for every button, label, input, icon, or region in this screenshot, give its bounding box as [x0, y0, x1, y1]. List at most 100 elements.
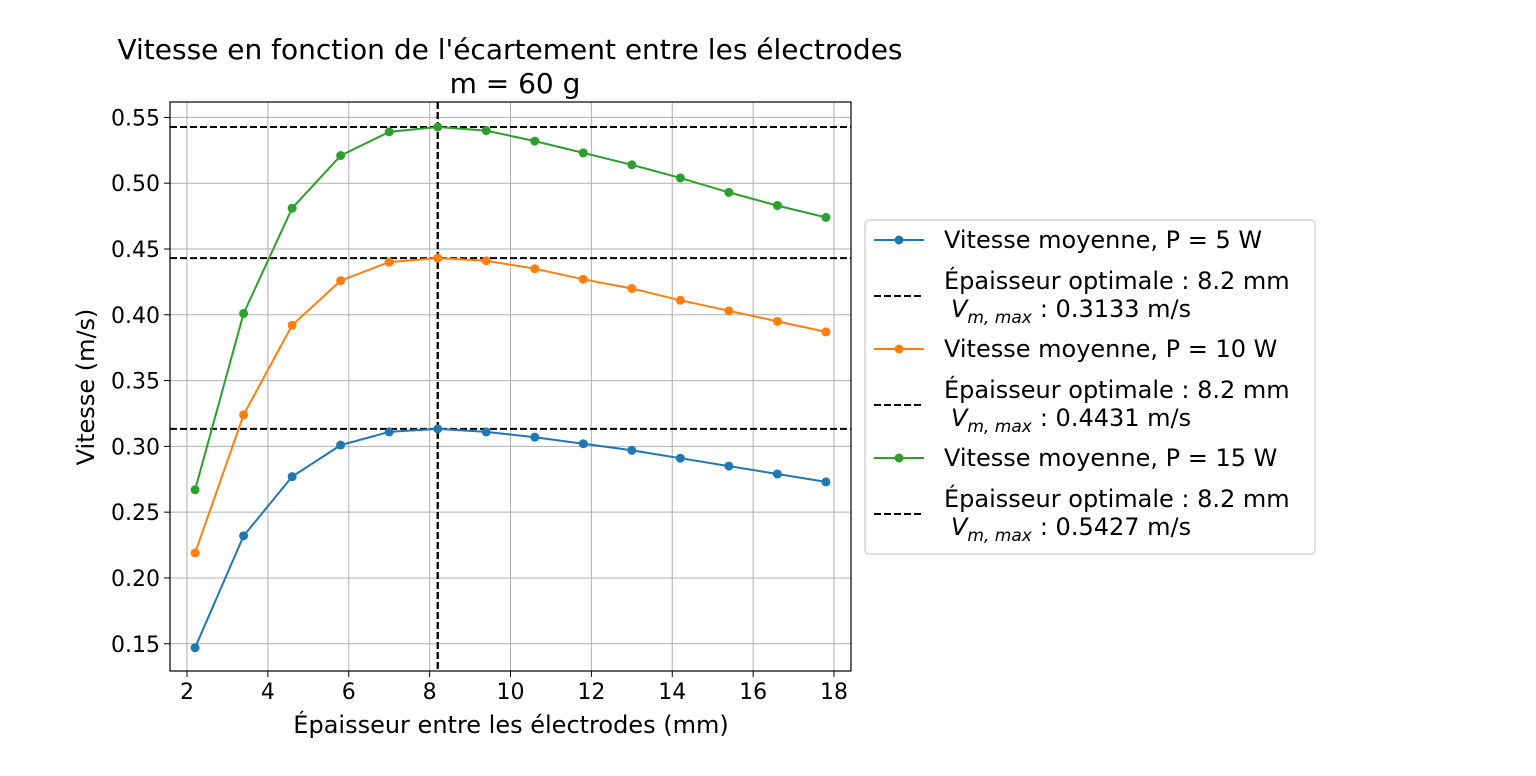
series-line: [194, 125, 827, 491]
data-point: [627, 445, 637, 455]
series-group: [190, 122, 831, 653]
legend-optimum-number: : 0.5427 m/s: [1040, 513, 1191, 541]
data-point: [190, 548, 200, 558]
x-tick-label: 4: [261, 680, 275, 705]
data-point: [190, 485, 200, 495]
data-point: [384, 427, 394, 437]
x-tick-label: 10: [497, 680, 525, 705]
y-tick-label: 0.20: [111, 567, 160, 592]
series: [190, 253, 831, 558]
series: [190, 122, 831, 495]
data-point: [384, 257, 394, 267]
data-point: [384, 127, 394, 137]
y-tick-label: 0.35: [111, 370, 160, 395]
data-point: [287, 472, 297, 482]
legend-optimum-number: : 0.3133 m/s: [1040, 295, 1191, 323]
data-point: [821, 327, 831, 337]
chart-title: Vitesse en fonction de l'écartement entr…: [117, 33, 902, 100]
data-point: [530, 264, 540, 274]
y-axis-label: Vitesse (m/s): [72, 309, 100, 466]
data-point: [433, 122, 443, 132]
data-point: [627, 283, 637, 293]
data-point: [578, 439, 588, 449]
y-tick-label: 0.55: [111, 106, 160, 131]
data-point: [772, 201, 782, 211]
data-point: [433, 253, 443, 263]
optimum-lines: [170, 102, 851, 671]
data-point: [772, 316, 782, 326]
series-line: [194, 257, 827, 554]
y-tick-label: 0.50: [111, 172, 160, 197]
x-tick-label: 2: [180, 680, 194, 705]
legend-optimum-value: Vm, max : 0.3133 m/s: [951, 295, 1191, 328]
legend-symbol-subscript: m, max: [967, 308, 1032, 328]
legend-symbol: V: [951, 404, 969, 432]
data-point: [772, 469, 782, 479]
y-tick-label: 0.25: [111, 501, 160, 526]
data-point: [336, 440, 346, 450]
data-point: [336, 276, 346, 286]
data-point: [287, 320, 297, 330]
legend-optimum-value: Vm, max : 0.5427 m/s: [951, 513, 1191, 546]
legend-optimum-number: : 0.4431 m/s: [1040, 404, 1191, 432]
data-point: [336, 151, 346, 161]
legend: Vitesse moyenne, P = 5 W Épaisseur optima…: [864, 219, 1316, 555]
data-point: [821, 212, 831, 222]
data-point: [481, 126, 491, 136]
data-point: [530, 432, 540, 442]
legend-optimum-value: Vm, max : 0.4431 m/s: [951, 404, 1191, 437]
legend-symbol-subscript: m, max: [967, 417, 1032, 437]
legend-label: Vitesse moyenne, P = 15 W: [944, 444, 1277, 472]
legend-symbol: V: [951, 295, 969, 323]
data-point: [239, 308, 249, 318]
y-tick-label: 0.45: [111, 238, 160, 263]
legend-optimum-label: Épaisseur optimale : 8.2 mm: [944, 484, 1290, 513]
data-point: [530, 136, 540, 146]
data-point: [287, 203, 297, 213]
data-point: [239, 410, 249, 420]
legend-label: Vitesse moyenne, P = 5 W: [944, 226, 1262, 254]
series: [190, 424, 831, 653]
legend-marker: [894, 453, 904, 463]
data-point: [481, 427, 491, 437]
legend-optimum-label: Épaisseur optimale : 8.2 mm: [944, 266, 1290, 295]
data-point: [675, 295, 685, 305]
grid-lines: [170, 102, 851, 671]
data-point: [190, 643, 200, 653]
y-tick-label: 0.15: [111, 633, 160, 658]
legend-symbol-subscript: m, max: [967, 526, 1032, 546]
chart-title-line1: Vitesse en fonction de l'écartement entr…: [117, 33, 902, 66]
data-point: [821, 477, 831, 487]
data-point: [578, 274, 588, 284]
y-tick-label: 0.40: [111, 304, 160, 329]
data-point: [675, 173, 685, 183]
x-tick-label: 12: [577, 680, 605, 705]
data-point: [675, 453, 685, 463]
data-point: [239, 531, 249, 541]
legend-symbol: V: [951, 513, 969, 541]
x-tick-label: 8: [423, 680, 437, 705]
legend-box: [864, 219, 1316, 555]
data-point: [724, 461, 734, 471]
legend-marker: [894, 235, 904, 245]
x-tick-label: 6: [342, 680, 356, 705]
legend-marker: [894, 344, 904, 354]
series-line: [194, 427, 827, 649]
data-point: [627, 160, 637, 170]
x-tick-label: 18: [820, 680, 848, 705]
x-tick-label: 16: [739, 680, 767, 705]
data-point: [481, 256, 491, 266]
y-tick-label: 0.30: [111, 435, 160, 460]
data-point: [724, 306, 734, 316]
chart-subtitle: m = 60 g: [450, 67, 581, 100]
x-tick-label: 14: [658, 680, 686, 705]
x-axis-label: Épaisseur entre les électrodes (mm): [293, 710, 728, 739]
x-axis: 2 4 6 8 10 12 14 16 18: [180, 671, 848, 705]
legend-label: Vitesse moyenne, P = 10 W: [944, 335, 1277, 363]
legend-optimum-label: Épaisseur optimale : 8.2 mm: [944, 375, 1290, 404]
data-point: [578, 148, 588, 158]
data-point: [433, 424, 443, 434]
data-point: [724, 187, 734, 197]
y-axis: 0.15 0.20 0.25 0.30 0.35 0.40 0.45 0.50 0.55: [111, 106, 170, 658]
